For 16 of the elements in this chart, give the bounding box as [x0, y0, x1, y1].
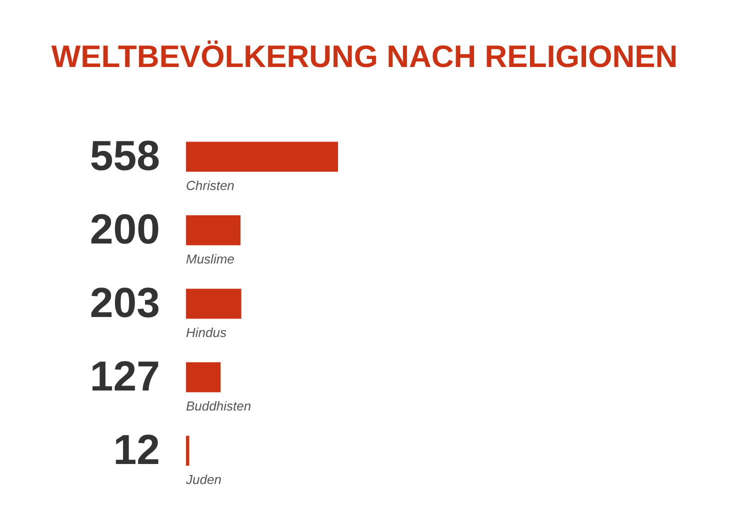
y-tick-label: Juden [185, 472, 222, 487]
bar [186, 362, 221, 392]
data-label: 127 [90, 352, 160, 400]
data-label: 12 [113, 426, 160, 473]
chart-title: WELTBEVÖLKERUNG NACH RELIGIONEN [51, 39, 678, 74]
data-label: 200 [90, 205, 160, 252]
data-label: 203 [90, 278, 160, 326]
bar [186, 436, 190, 466]
y-tick-label: Buddhisten [186, 398, 252, 414]
bar [186, 288, 242, 319]
y-tick-label: Christen [186, 178, 234, 193]
data-label: 558 [90, 132, 160, 179]
bar [186, 215, 240, 246]
bar [186, 142, 338, 172]
y-tick-label: Hindus [186, 324, 227, 340]
y-tick-label: Muslime [186, 251, 234, 266]
